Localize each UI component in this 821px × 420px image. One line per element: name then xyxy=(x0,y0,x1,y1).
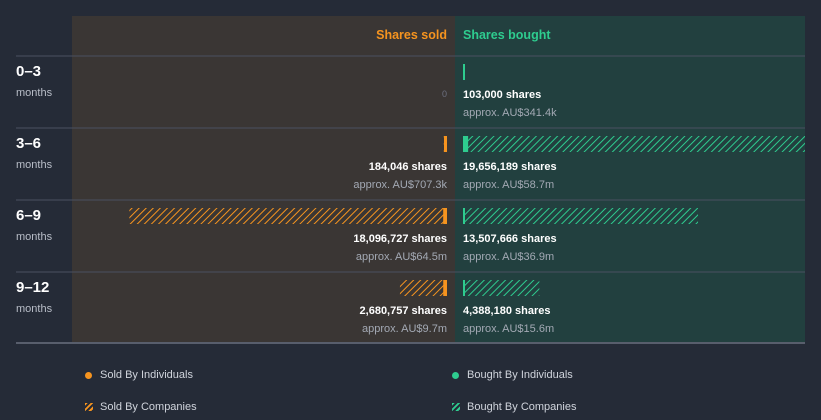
legend-label: Sold By Individuals xyxy=(100,369,193,381)
sold-value-label: approx. AU$9.7m xyxy=(362,323,447,335)
bought-by-companies-bar xyxy=(463,136,805,152)
bought-shares-label: 13,507,666 shares xyxy=(463,233,557,245)
bought-by-individuals-bar xyxy=(463,280,465,296)
period-unit-label: months xyxy=(16,159,53,171)
sold-by-individuals-bar xyxy=(444,136,447,152)
sold-shares-label: 184,046 shares xyxy=(369,161,447,173)
period-unit-label: months xyxy=(16,231,53,243)
legend-sold-individuals: Sold By Individuals xyxy=(85,369,193,381)
orange-hatch-icon xyxy=(85,403,93,411)
sold-panel xyxy=(72,16,455,342)
green-hatch-icon xyxy=(452,403,460,411)
sold-by-individuals-bar xyxy=(443,208,447,224)
bought-value-label: approx. AU$341.4k xyxy=(463,107,557,119)
period-label: 6–9 xyxy=(16,207,41,224)
sold-by-individuals-bar xyxy=(443,280,447,296)
orange-dot-icon xyxy=(85,371,92,379)
sold-by-companies-bar xyxy=(129,208,447,224)
bought-by-companies-bar xyxy=(463,208,699,224)
bought-header: Shares bought xyxy=(463,28,551,42)
bought-shares-label: 103,000 shares xyxy=(463,89,541,101)
bought-by-individuals-bar xyxy=(463,136,469,152)
bought-by-individuals-bar xyxy=(463,208,465,224)
bought-value-label: approx. AU$36.9m xyxy=(463,251,554,263)
bought-value-label: approx. AU$58.7m xyxy=(463,179,554,191)
legend-label: Sold By Companies xyxy=(100,401,197,413)
period-unit-label: months xyxy=(16,87,53,99)
legend-sold-companies: Sold By Companies xyxy=(85,401,197,413)
legend-bought-companies: Bought By Companies xyxy=(452,401,576,413)
sold-value-label: approx. AU$64.5m xyxy=(356,251,447,263)
sold-shares-label: 18,096,727 shares xyxy=(353,233,447,245)
sold-shares-label: 2,680,757 shares xyxy=(360,305,447,317)
period-label: 3–6 xyxy=(16,135,41,152)
sold-value-label: approx. AU$707.3k xyxy=(353,179,447,191)
sold-by-companies-bar xyxy=(399,280,447,296)
green-dot-icon xyxy=(452,371,459,379)
sold-header: Shares sold xyxy=(376,28,447,42)
period-label: 0–3 xyxy=(16,63,41,80)
legend-label: Bought By Companies xyxy=(467,401,577,413)
bought-shares-label: 4,388,180 shares xyxy=(463,305,550,317)
sold-zero-label: 0 xyxy=(442,89,447,99)
legend-label: Bought By Individuals xyxy=(467,369,573,381)
period-unit-label: months xyxy=(16,303,53,315)
bought-by-companies-bar xyxy=(463,280,540,296)
period-label: 9–12 xyxy=(16,279,49,296)
bought-by-individuals-bar xyxy=(463,64,465,80)
bought-value-label: approx. AU$15.6m xyxy=(463,323,554,335)
legend-bought-individuals: Bought By Individuals xyxy=(452,369,573,381)
bought-shares-label: 19,656,189 shares xyxy=(463,161,557,173)
